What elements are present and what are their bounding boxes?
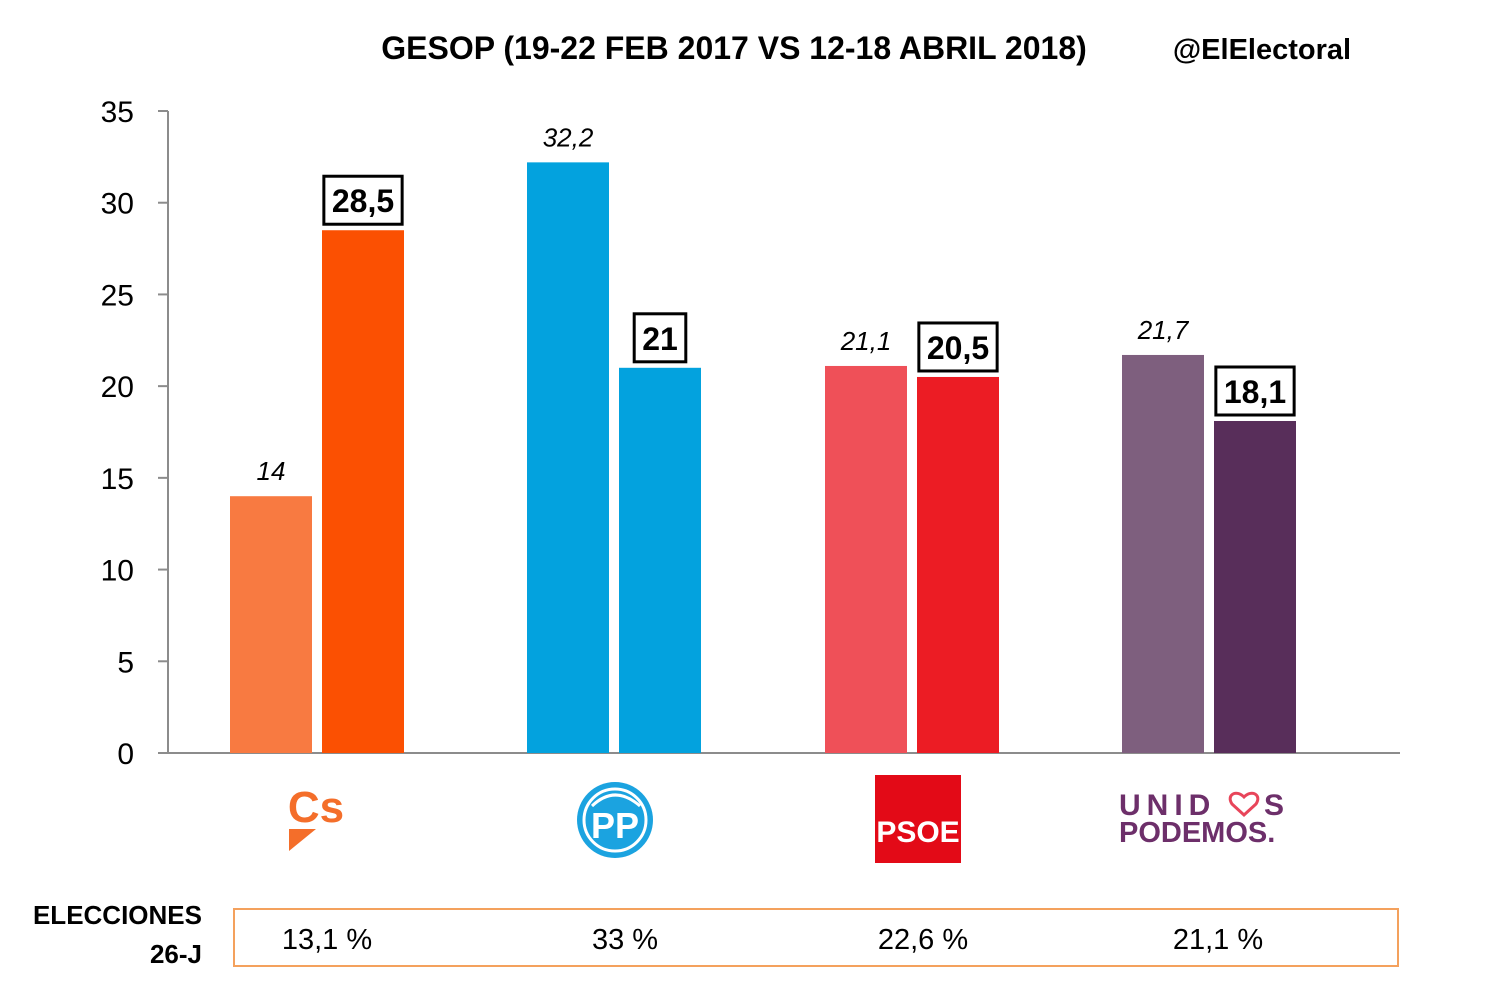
podemos-logo-text: PODEMOS. — [1119, 817, 1275, 849]
data-label-box-2018 — [322, 174, 404, 226]
elections-label-line2: 26-J — [150, 939, 202, 969]
data-label-2018: 21 — [642, 321, 678, 357]
elections-label-line1: ELECCIONES — [33, 900, 202, 930]
bar-2018-cs — [322, 230, 404, 753]
elections-value: 21,1 % — [1173, 924, 1263, 956]
data-label-2018: 18,1 — [1224, 374, 1286, 410]
bars — [230, 162, 1296, 754]
cs-logo-text: Cs — [288, 783, 344, 832]
bar-2018-pp — [619, 367, 701, 753]
bar-2017-cs — [230, 496, 312, 753]
unidos-podemos-logo-icon: UNID S PODEMOS. — [1119, 789, 1284, 849]
bar-2018-unidos-podemos — [1214, 420, 1296, 753]
data-label-box-2018 — [632, 312, 688, 364]
bar-2017-pp — [527, 162, 609, 754]
y-tick-label: 35 — [101, 96, 134, 129]
unidos-logo-text-b: S — [1264, 789, 1284, 822]
y-tick-label: 10 — [101, 555, 134, 588]
data-label-2017: 14 — [257, 456, 286, 486]
psoe-logo-icon: PSOE — [875, 775, 961, 863]
elections-values: 13,1 % 33 % 22,6 % 21,1 % — [282, 924, 1263, 956]
data-label-2017: 21,7 — [1137, 315, 1190, 345]
pp-logo-text: PP — [591, 805, 639, 846]
bar-2018-psoe — [917, 376, 999, 753]
bar-2017-psoe — [825, 365, 907, 753]
elections-box — [233, 908, 1399, 967]
elections-value: 13,1 % — [282, 924, 372, 956]
pp-logo-bird — [590, 793, 641, 808]
data-label-2017: 21,1 — [840, 326, 892, 356]
data-label-2017: 32,2 — [543, 122, 594, 152]
chart-title: GESOP (19-22 FEB 2017 VS 12-18 ABRIL 201… — [381, 30, 1087, 66]
chart-handle: @ElElectoral — [1173, 34, 1351, 66]
y-tick-label: 15 — [101, 463, 134, 496]
elections-value: 33 % — [592, 924, 658, 956]
heart-icon — [1228, 791, 1260, 818]
pp-logo-icon: PP — [577, 782, 653, 858]
pp-logo-ring — [582, 787, 648, 853]
bar-2017-unidos-podemos — [1122, 354, 1204, 753]
data-label-2018: 28,5 — [332, 183, 394, 219]
cs-logo-triangle — [289, 829, 316, 851]
y-tick-label: 0 — [117, 738, 134, 771]
data-labels: 14 28,5 32,2 21 21,1 20,5 21,7 18,1 — [257, 122, 1296, 486]
data-label-box-2018 — [917, 321, 999, 373]
y-tick-label: 20 — [101, 371, 134, 404]
cs-logo-icon: Cs — [288, 783, 344, 851]
data-label-box-2018 — [1214, 365, 1296, 417]
psoe-logo-text: PSOE — [876, 816, 959, 849]
unidos-logo-text-a: UNID — [1119, 789, 1216, 822]
y-tick-label: 30 — [101, 188, 134, 221]
elections-value: 22,6 % — [878, 924, 968, 956]
y-tick-label: 25 — [101, 279, 134, 312]
data-label-2018: 20,5 — [927, 330, 989, 366]
y-tick-label: 5 — [117, 646, 134, 679]
psoe-logo-box — [875, 775, 961, 863]
